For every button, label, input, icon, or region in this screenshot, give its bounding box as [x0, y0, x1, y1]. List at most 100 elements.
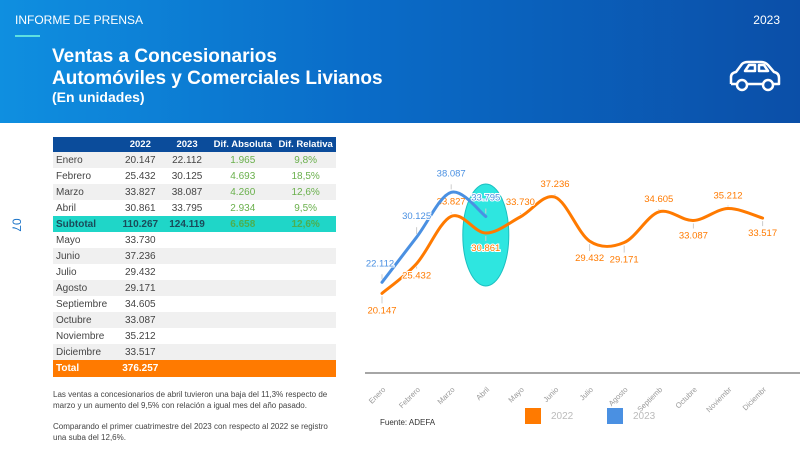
table-cell — [210, 312, 276, 328]
data-label-2022: 33.087 — [679, 231, 708, 242]
data-label-2022: 33.730 — [506, 197, 535, 208]
table-cell — [275, 360, 336, 377]
table-cell: Agosto — [53, 280, 117, 296]
data-label-2022: 37.236 — [540, 179, 569, 190]
table-cell: 29.432 — [125, 266, 156, 278]
data-label-2022: 29.432 — [575, 253, 604, 264]
table-cell: 6.658 — [210, 216, 276, 232]
table-cell — [210, 280, 276, 296]
table-cell — [210, 296, 275, 312]
table-cell: 110.267 — [116, 216, 164, 232]
table-row: Abril 30.861 33.795 2.934 9,5% — [53, 200, 336, 216]
table-cell: 9,8% — [275, 152, 336, 168]
title-line-2: Automóviles y Comerciales Livianos — [52, 68, 383, 89]
x-tick-label: Enero — [367, 385, 388, 406]
table-cell: Mayo — [56, 234, 81, 246]
table-row: Agosto 29.171 — [53, 280, 336, 296]
x-tick-label: Agosto — [607, 385, 630, 408]
legend-2022: 2022 — [525, 408, 573, 424]
header-banner: INFORME DE PRENSA 2023 Ventas a Concesio… — [0, 0, 800, 123]
table-cell: 33.795 — [171, 202, 203, 214]
data-label-2023: 30.125 — [402, 211, 431, 222]
x-tick-label: Abril — [474, 385, 491, 402]
table-cell — [210, 232, 275, 248]
line-series-2023 — [380, 190, 488, 284]
table-cell — [164, 264, 210, 280]
table-row: Enero 20.147 22.112 1.965 9,8% — [53, 152, 336, 168]
x-tick-label: Diciembr — [741, 385, 769, 413]
table-cell — [275, 296, 336, 312]
x-tick-label: Octubre — [674, 385, 699, 410]
data-label-2022: 33.517 — [748, 228, 777, 239]
highlight-ellipse-abril — [462, 183, 510, 287]
table-cell: Marzo — [53, 184, 117, 200]
data-label-2022: 34.605 — [644, 194, 673, 205]
x-tick-label: Julio — [578, 385, 595, 402]
table-row: Diciembre 33.517 — [53, 344, 336, 360]
table-cell: 12,6% — [275, 216, 336, 232]
x-tick-label: Marzo — [436, 385, 457, 406]
table-cell: 38.087 — [163, 184, 211, 200]
table-cell — [163, 344, 211, 360]
table-row: Febrero 25.432 30.125 4.693 18,5% — [53, 168, 336, 184]
table-cell — [275, 280, 336, 296]
table-cell — [163, 360, 211, 377]
table-cell — [164, 296, 210, 312]
kicker-underline — [15, 35, 40, 37]
table-cell: 4.693 — [230, 170, 256, 182]
table-cell: 33.827 — [116, 184, 164, 200]
x-tick-label: Junio — [541, 385, 560, 404]
table-cell — [275, 312, 336, 328]
table-row: Julio 29.432 — [53, 264, 336, 280]
column-header: Dif. Absoluta — [210, 137, 276, 152]
column-header — [53, 137, 117, 152]
table-cell: 376.257 — [116, 360, 164, 377]
table-cell: 25.432 — [125, 170, 156, 182]
table-cell: 29.171 — [116, 280, 164, 296]
table-cell: 2.934 — [230, 202, 256, 214]
table-cell — [164, 328, 210, 344]
table-cell: 30.125 — [171, 170, 203, 182]
table-cell: 20.147 — [116, 152, 164, 168]
table-cell — [275, 232, 336, 248]
table-cell — [210, 344, 276, 360]
table-cell: 33.730 — [125, 234, 156, 246]
total-row: Total 376.257 — [53, 360, 336, 377]
legend-label-2023: 2023 — [633, 410, 656, 422]
table-cell — [275, 328, 336, 344]
table-cell: 4.260 — [210, 184, 276, 200]
line-series-2022 — [380, 195, 765, 295]
column-header: 2022 — [116, 137, 164, 152]
car-icon — [729, 60, 781, 92]
sales-line-chart: 20.14725.43233.82730.86133.73037.23629.4… — [365, 167, 800, 414]
table-cell: 33.087 — [116, 312, 164, 328]
table-cell: Enero — [53, 152, 117, 168]
table-cell — [164, 232, 210, 248]
x-tick-label: Noviembr — [704, 385, 733, 414]
report-year: 2023 — [753, 13, 780, 27]
data-label-2022: 25.432 — [402, 271, 431, 282]
legend-swatch-2022 — [525, 408, 541, 424]
data-label-2023: 22.112 — [366, 258, 394, 269]
data-label-2023: 38.087 — [437, 168, 466, 179]
table-cell: 9,5% — [294, 202, 318, 214]
report-kicker: INFORME DE PRENSA — [15, 13, 144, 27]
legend-2023: 2023 — [607, 408, 655, 424]
table-cell: 37.236 — [116, 248, 164, 264]
table-row: Junio 37.236 — [53, 248, 336, 264]
table-cell — [275, 248, 336, 264]
legend-label-2022: 2022 — [551, 410, 574, 422]
table-cell — [210, 328, 275, 344]
table-cell: 18,5% — [291, 170, 320, 182]
data-label-2022: 29.171 — [610, 255, 639, 266]
table-cell: 124.119 — [163, 216, 211, 232]
chart-source: Fuente: ADEFA — [380, 418, 436, 427]
table-cell — [210, 264, 275, 280]
table-cell: 30.861 — [125, 202, 156, 214]
page-title: Ventas a Concesionarios Automóviles y Com… — [52, 46, 383, 90]
table-cell: 33.517 — [116, 344, 164, 360]
column-header: 2023 — [163, 137, 211, 152]
data-label-2022: 35.212 — [713, 191, 742, 202]
table-cell: Junio — [53, 248, 117, 264]
table-cell — [210, 248, 276, 264]
